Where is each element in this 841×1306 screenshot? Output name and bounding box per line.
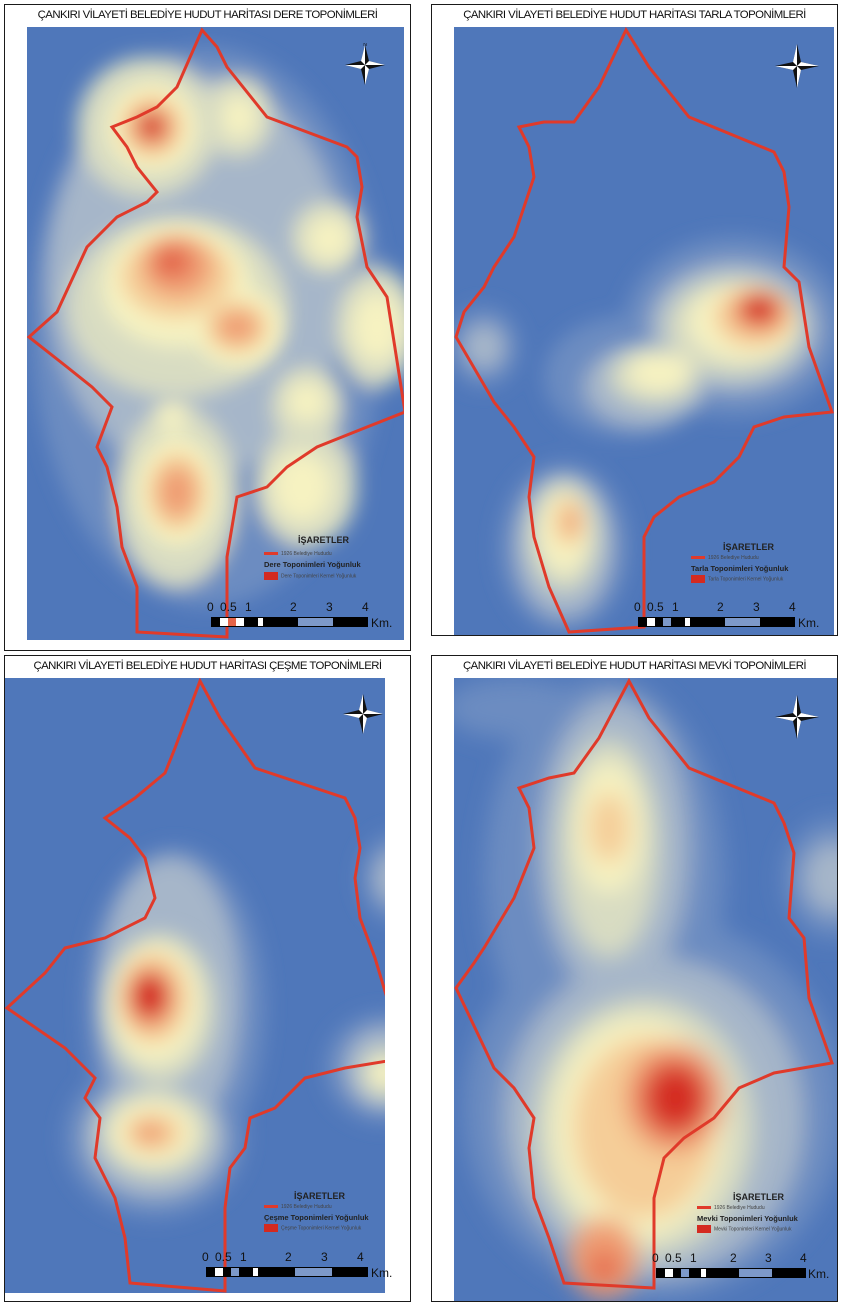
panel-title: ÇANKIRI VİLAYETİ BELEDİYE HUDUT HARİTASI… bbox=[37, 9, 378, 21]
north-arrow-icon bbox=[341, 692, 385, 741]
svg-text:N: N bbox=[363, 43, 367, 48]
map-legend: İŞARETLER 1926 Belediye Hududu Tarla Top… bbox=[687, 542, 837, 602]
panel-title: ÇANKIRI VİLAYETİ BELEDİYE HUDUT HARİTASI… bbox=[33, 660, 382, 672]
legend-kernel: Mevki Toponimleri Kernel Yoğunluk bbox=[697, 1225, 791, 1233]
kernel-swatch bbox=[697, 1225, 711, 1233]
scale-tick: 1 bbox=[690, 1251, 697, 1265]
scale-tick: 0.5 bbox=[665, 1251, 682, 1265]
scale-tick: 1 bbox=[245, 600, 252, 614]
scale-bar: 0 0.5 1 2 3 4 Km. bbox=[205, 600, 410, 630]
north-arrow-icon bbox=[772, 692, 822, 747]
scale-tick: 2 bbox=[285, 1250, 292, 1264]
kernel-swatch bbox=[691, 575, 705, 583]
scale-tick: 2 bbox=[717, 600, 724, 614]
municipal-boundary bbox=[5, 678, 385, 1293]
scale-tick: 3 bbox=[321, 1250, 328, 1264]
legend-title: İŞARETLER bbox=[294, 1191, 346, 1201]
kernel-swatch bbox=[264, 1224, 278, 1232]
legend-title: İŞARETLER bbox=[733, 1192, 785, 1202]
scale-tick: 3 bbox=[765, 1251, 772, 1265]
scale-tick: 0 bbox=[202, 1250, 209, 1264]
scale-tick: 4 bbox=[800, 1251, 807, 1265]
legend-boundary: 1926 Belediye Hududu bbox=[264, 551, 332, 557]
legend-density-title: Tarla Toponimleri Yoğunluk bbox=[691, 564, 789, 573]
scale-tick: 0.5 bbox=[647, 600, 664, 614]
legend-boundary: 1926 Belediye Hududu bbox=[697, 1205, 765, 1211]
scale-tick: 1 bbox=[240, 1250, 247, 1264]
municipal-boundary bbox=[454, 678, 835, 1290]
legend-density-title: Çeşme Toponimleri Yoğunluk bbox=[264, 1213, 369, 1222]
north-arrow-icon: N bbox=[343, 42, 387, 92]
density-map bbox=[27, 27, 404, 640]
scale-tick: 1 bbox=[672, 600, 679, 614]
scale-tick: 4 bbox=[357, 1250, 364, 1264]
panel-title: ÇANKIRI VİLAYETİ BELEDİYE HUDUT HARİTASI… bbox=[462, 660, 807, 672]
legend-kernel: Tarla Toponimleri Kernel Yoğunluk bbox=[691, 575, 783, 583]
boundary-line-swatch bbox=[691, 556, 705, 560]
map-panel-dere: ÇANKIRI VİLAYETİ BELEDİYE HUDUT HARİTASI… bbox=[4, 4, 411, 651]
scale-tick: 4 bbox=[362, 600, 369, 614]
density-map bbox=[454, 27, 834, 635]
density-map bbox=[454, 678, 837, 1301]
scale-unit: Km. bbox=[371, 616, 393, 630]
scale-bar-graphic bbox=[211, 617, 368, 627]
scale-tick: 2 bbox=[730, 1251, 737, 1265]
municipal-boundary bbox=[454, 27, 834, 634]
map-legend: İŞARETLER 1926 Belediye Hududu Dere Topo… bbox=[260, 535, 410, 605]
scale-tick: 0.5 bbox=[215, 1250, 232, 1264]
scale-bar: 0 0.5 1 2 3 4 Km. bbox=[650, 1251, 837, 1281]
north-arrow-icon bbox=[772, 41, 822, 96]
legend-density-title: Mevki Toponimleri Yoğunluk bbox=[697, 1214, 798, 1223]
scale-tick: 2 bbox=[290, 600, 297, 614]
map-legend: İŞARETLER 1926 Belediye Hududu Mevki Top… bbox=[687, 1192, 837, 1252]
kernel-swatch bbox=[264, 572, 278, 580]
map-panel-mevki: ÇANKIRI VİLAYETİ BELEDİYE HUDUT HARİTASI… bbox=[431, 655, 838, 1302]
scale-tick: 0 bbox=[634, 600, 641, 614]
panel-title: ÇANKIRI VİLAYETİ BELEDİYE HUDUT HARİTASI… bbox=[463, 9, 806, 21]
legend-title: İŞARETLER bbox=[723, 542, 775, 552]
scale-tick: 4 bbox=[789, 600, 796, 614]
scale-bar-graphic bbox=[656, 1268, 806, 1278]
boundary-line-swatch bbox=[264, 1205, 278, 1209]
map-legend: İŞARETLER 1926 Belediye Hududu Çeşme Top… bbox=[260, 1191, 410, 1251]
scale-tick: 0.5 bbox=[220, 600, 237, 614]
boundary-line-swatch bbox=[697, 1206, 711, 1210]
scale-bar: 0 0.5 1 2 3 4 Km. bbox=[200, 1250, 410, 1280]
density-map bbox=[5, 678, 385, 1293]
municipal-boundary bbox=[27, 27, 404, 639]
map-panel-tarla: ÇANKIRI VİLAYETİ BELEDİYE HUDUT HARİTASI… bbox=[431, 4, 838, 636]
scale-tick: 3 bbox=[753, 600, 760, 614]
boundary-line-swatch bbox=[264, 552, 278, 556]
scale-tick: 0 bbox=[207, 600, 214, 614]
scale-tick: 0 bbox=[652, 1251, 659, 1265]
scale-bar: 0 0.5 1 2 3 4 Km. bbox=[632, 600, 837, 630]
scale-unit: Km. bbox=[798, 616, 820, 630]
scale-bar-graphic bbox=[638, 617, 795, 627]
scale-bar-graphic bbox=[206, 1267, 368, 1277]
scale-tick: 3 bbox=[326, 600, 333, 614]
legend-kernel: Dere Toponimleri Kernel Yoğunluk bbox=[264, 572, 356, 580]
legend-title: İŞARETLER bbox=[298, 535, 350, 545]
legend-boundary: 1926 Belediye Hududu bbox=[264, 1204, 332, 1210]
map-panel-cesme: ÇANKIRI VİLAYETİ BELEDİYE HUDUT HARİTASI… bbox=[4, 655, 411, 1302]
legend-kernel: Çeşme Toponimleri Kernel Yoğunluk bbox=[264, 1224, 361, 1232]
scale-unit: Km. bbox=[808, 1267, 830, 1281]
scale-unit: Km. bbox=[371, 1266, 393, 1280]
legend-boundary: 1926 Belediye Hududu bbox=[691, 555, 759, 561]
legend-density-title: Dere Toponimleri Yoğunluk bbox=[264, 560, 361, 569]
